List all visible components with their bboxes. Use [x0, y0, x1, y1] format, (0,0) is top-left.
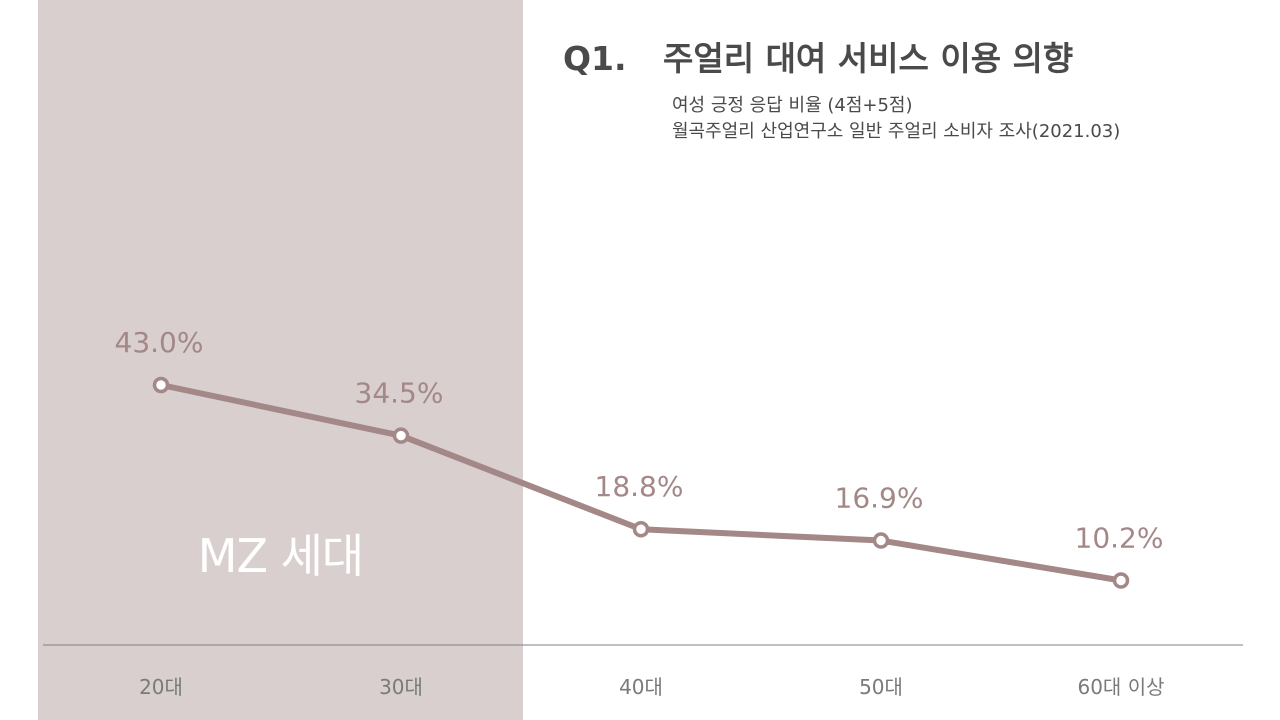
- data-point-4: [872, 532, 890, 549]
- data-label-5: 10.2%: [1075, 521, 1164, 554]
- chart-title: Q1. 주얼리 대여 서비스 이용 의향: [563, 32, 1073, 80]
- x-tick-label-2: 30대: [379, 675, 423, 699]
- data-label-3: 18.8%: [595, 470, 684, 503]
- question-number: Q1.: [563, 39, 627, 78]
- subtitle-measure: 여성 긍정 응답 비율 (4점+5점): [672, 95, 913, 116]
- x-tick-label-5: 60대 이상: [1077, 675, 1164, 699]
- mz-generation-label: MZ 세대: [197, 529, 364, 583]
- x-tick-label-3: 40대: [619, 675, 663, 699]
- x-tick-label-4: 50대: [859, 675, 903, 699]
- data-label-2: 34.5%: [355, 377, 444, 410]
- data-point-1: [152, 376, 170, 394]
- subtitle-source: 월곡주얼리 산업연구소 일반 주얼리 소비자 조사(2021.03): [672, 121, 1121, 142]
- x-tick-label-1: 20대: [139, 675, 183, 699]
- data-point-2: [392, 427, 410, 444]
- question-text: 주얼리 대여 서비스 이용 의향: [663, 39, 1074, 78]
- mz-generation-highlight-band: [38, 0, 523, 720]
- data-point-3: [632, 520, 650, 538]
- data-point-5: [1112, 572, 1130, 589]
- data-label-1: 43.0%: [115, 326, 204, 359]
- data-label-4: 16.9%: [835, 482, 924, 515]
